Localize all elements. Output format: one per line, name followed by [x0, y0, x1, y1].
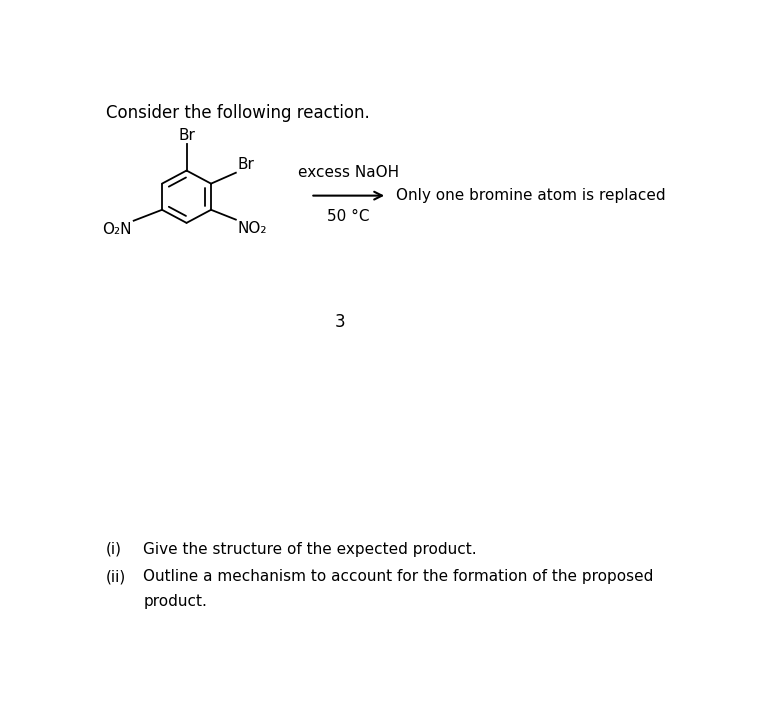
Text: Consider the following reaction.: Consider the following reaction. — [106, 104, 370, 122]
Text: Only one bromine atom is replaced: Only one bromine atom is replaced — [396, 188, 666, 203]
Text: Br: Br — [178, 127, 195, 143]
Text: Br: Br — [237, 156, 254, 171]
Text: excess NaOH: excess NaOH — [298, 165, 400, 180]
Text: (i): (i) — [106, 542, 122, 557]
Text: O₂N: O₂N — [103, 222, 132, 236]
Text: NO₂: NO₂ — [237, 221, 267, 236]
Text: (ii): (ii) — [106, 569, 126, 584]
Text: Outline a mechanism to account for the formation of the proposed: Outline a mechanism to account for the f… — [144, 569, 654, 584]
Text: Give the structure of the expected product.: Give the structure of the expected produ… — [144, 542, 477, 557]
Text: 50 °C: 50 °C — [327, 210, 370, 224]
Text: 3: 3 — [335, 313, 345, 331]
Text: product.: product. — [144, 594, 207, 610]
